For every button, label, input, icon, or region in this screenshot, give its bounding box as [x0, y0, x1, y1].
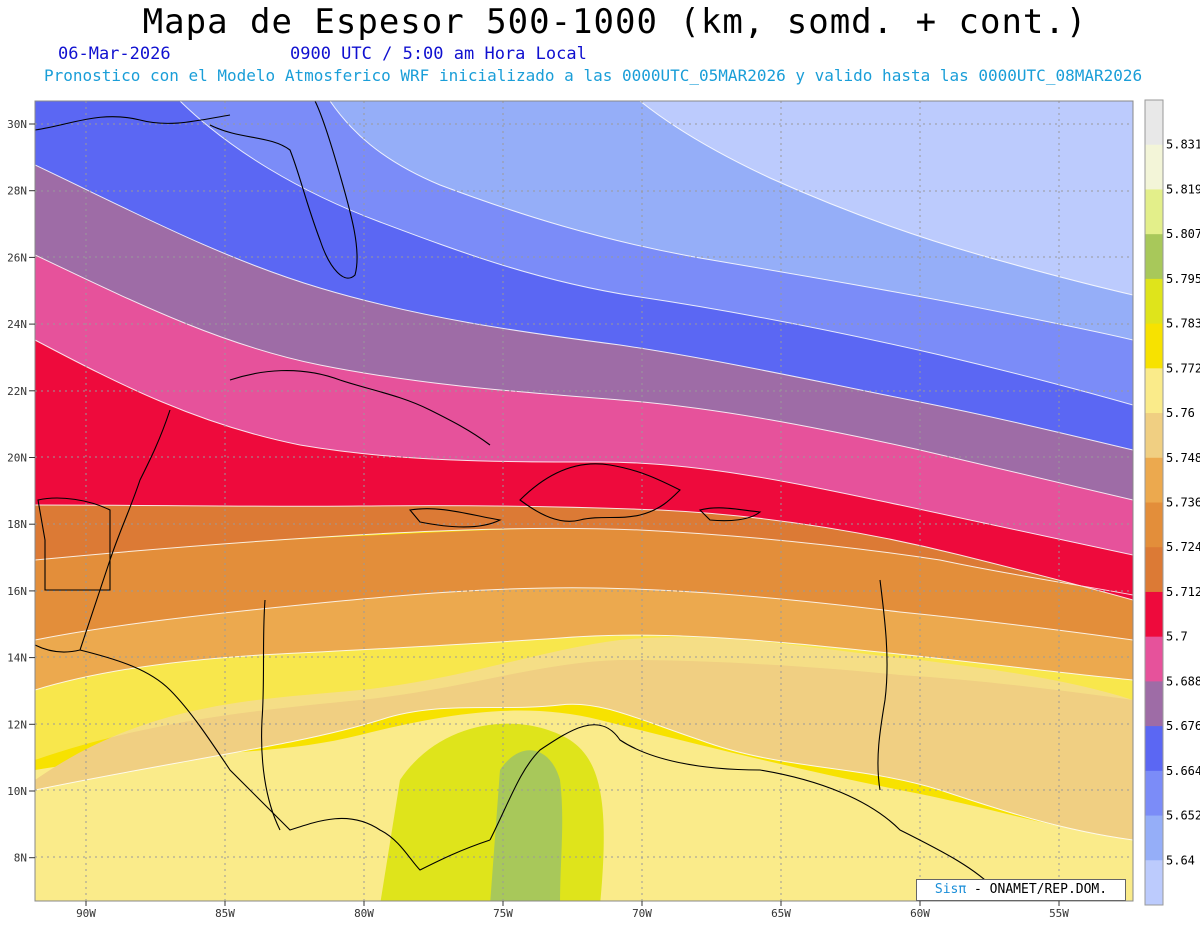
coastlines: [35, 101, 1001, 896]
colorbar-swatch: [1145, 860, 1163, 906]
colorbar-label: 5.831: [1166, 138, 1200, 152]
colorbar-frame: [1144, 99, 1164, 906]
colorbar-swatch: [1145, 681, 1163, 727]
colorbar-swatch: [1145, 413, 1163, 459]
lat-label: 22N: [7, 385, 27, 398]
colorbar-swatch: [1145, 368, 1163, 414]
lat-label: 30N: [7, 118, 27, 131]
lat-label: 24N: [7, 318, 27, 331]
colorbar-label: 5.795: [1166, 272, 1200, 286]
colorbar-label: 5.64: [1166, 853, 1195, 867]
lat-label: 12N: [7, 718, 27, 731]
colorbar-label: 5.712: [1166, 585, 1200, 599]
colorbar-swatch: [1145, 547, 1163, 593]
longitude-labels: 90W 85W 80W 75W 70W 65W 60W 55W: [76, 901, 1069, 920]
lon-label: 55W: [1049, 907, 1069, 920]
colorbar-swatch: [1145, 189, 1163, 235]
map-frame: [34, 100, 1134, 902]
colorbar-label: 5.724: [1166, 540, 1200, 554]
lat-label: 20N: [7, 452, 27, 465]
lat-label: 10N: [7, 785, 27, 798]
colorbar-label: 5.772: [1166, 361, 1200, 375]
lat-label: 16N: [7, 585, 27, 598]
lon-label: 85W: [215, 907, 235, 920]
lat-label: 26N: [7, 251, 27, 264]
lat-label: 14N: [7, 652, 27, 665]
colorbar-swatch: [1145, 457, 1163, 503]
credit-org: - ONAMET/REP.DOM.: [966, 882, 1108, 897]
colorbar-swatch: [1145, 636, 1163, 682]
colorbar-swatch: [1145, 502, 1163, 548]
colorbar-label: 5.76: [1166, 406, 1195, 420]
colorbar-swatch: [1145, 144, 1163, 190]
colorbar-swatch: [1145, 770, 1163, 817]
colorbar-swatch: [1145, 234, 1163, 280]
map-title: Mapa de Espesor 500-1000 (km, somd. + co…: [142, 2, 1088, 42]
colorbar-label: 5.819: [1166, 182, 1200, 196]
forecast-time: 0900 UTC / 5:00 am Hora Local: [290, 44, 587, 64]
colorbar-swatch: [1145, 100, 1163, 146]
lat-label: 18N: [7, 518, 27, 531]
credit-box: Sisπ - ONAMET/REP.DOM.: [916, 879, 1126, 901]
colorbar-swatch: [1145, 591, 1163, 638]
colorbar-label: 5.676: [1166, 719, 1200, 733]
lon-label: 70W: [632, 907, 652, 920]
colorbar-label: 5.807: [1166, 227, 1200, 241]
colorbar-label: 5.748: [1166, 451, 1200, 465]
thickness-fill-bands: [35, 101, 1133, 901]
colorbar-swatch: [1145, 323, 1163, 369]
colorbar-label: 5.783: [1166, 317, 1200, 331]
colorbar-label: 5.736: [1166, 496, 1200, 510]
forecast-date: 06-Mar-2026: [58, 44, 171, 64]
model-description: Pronostico con el Modelo Atmosferico WRF…: [44, 66, 1143, 85]
lon-label: 65W: [771, 907, 791, 920]
colorbar-swatch: [1145, 815, 1163, 861]
lat-label: 28N: [7, 185, 27, 198]
lon-label: 60W: [910, 907, 930, 920]
colorbar-label: 5.664: [1166, 764, 1200, 778]
colorbar-swatch: [1145, 726, 1163, 772]
lon-label: 90W: [76, 907, 96, 920]
colorbar-swatch: [1145, 278, 1163, 325]
lat-label: 8N: [14, 852, 27, 865]
colorbar-label: 5.688: [1166, 674, 1200, 688]
lon-label: 80W: [354, 907, 374, 920]
colorbar-label: 5.7: [1166, 630, 1188, 644]
latitude-labels: 30N 28N 26N 24N 22N 20N 18N 16N 14N 12N 10N 8N: [7, 118, 35, 865]
colorbar: 5.831 5.819 5.807 5.795 5.783 5.772 5.76 5.748 5…: [1144, 99, 1200, 906]
sis-logo-text: Sisπ: [934, 882, 967, 897]
lon-label: 75W: [493, 907, 513, 920]
colorbar-label: 5.652: [1166, 809, 1200, 823]
